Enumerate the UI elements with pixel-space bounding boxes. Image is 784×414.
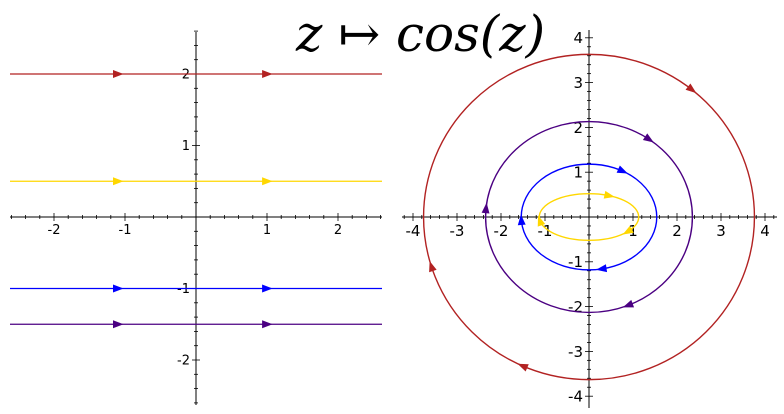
right-series-3-arrow	[603, 190, 615, 199]
right-series-1-curve	[484, 120, 694, 314]
right-y-tick-label: 4	[573, 29, 583, 47]
right-x-tick-label: 3	[716, 222, 726, 240]
right-series-3-arrow	[537, 215, 546, 227]
left-series-2-arrow	[113, 284, 124, 293]
left-x-tick-label: -2	[48, 223, 61, 238]
right-series-3-arrow	[622, 225, 634, 235]
left-series-3-arrow	[113, 320, 124, 329]
right-x-tick-label: 2	[672, 222, 682, 240]
left-series-3-arrow	[262, 320, 273, 329]
right-x-tick-label: 1	[628, 222, 638, 240]
right-y-tick-label: -2	[568, 298, 583, 316]
right-series-2-arrow	[517, 214, 526, 226]
left-series-1-arrow	[113, 177, 124, 186]
right-x-tick-label: -1	[538, 222, 553, 240]
left-x-tick-label: -1	[119, 223, 132, 238]
left-x-tick-label: 2	[334, 223, 342, 238]
right-x-tick-label: 4	[760, 222, 770, 240]
left-y-tick-label: -1	[177, 282, 190, 297]
right-series-2-arrow	[596, 264, 608, 273]
left-series-1-arrow	[262, 177, 273, 186]
right-y-tick-label: 2	[573, 119, 583, 137]
right-x-tick-label: -3	[450, 222, 465, 240]
left-series-0-arrow	[262, 70, 273, 78]
right-x-tick-label: -4	[406, 222, 421, 240]
right-series-0-arrow	[517, 363, 529, 372]
right-y-tick-label: 1	[573, 164, 583, 182]
right-series-2-arrow	[616, 165, 628, 174]
chart-title: z ↦ cos(z)	[296, 5, 546, 63]
right-series-1-arrow	[481, 202, 490, 214]
left-series-2-arrow	[262, 284, 273, 293]
right-series-0-arrow	[429, 260, 437, 273]
right-series-1-arrow	[622, 299, 635, 308]
right-y-tick-label: 3	[573, 74, 583, 92]
right-y-tick-label: -3	[568, 343, 583, 361]
right-series-1-arrow	[642, 133, 654, 143]
right-y-tick-label: -4	[568, 388, 583, 406]
right-plot: -4 -3 -2 -1 1 2 3 4 -4 -3 -2 -1 1 2 3 4	[402, 29, 777, 408]
left-y-tick-label: 2	[182, 68, 190, 83]
left-series-0-arrow	[113, 70, 124, 78]
right-series-0-arrow	[685, 83, 697, 94]
left-plot: -2 -1 1 2 -2 -1 1 2	[10, 30, 382, 405]
left-x-tick-label: 1	[263, 223, 271, 238]
left-y-tick-label: -2	[177, 354, 190, 369]
right-y-tick-label: -1	[568, 253, 583, 271]
right-series-0-curve	[422, 53, 756, 381]
left-y-tick-label: 1	[182, 139, 190, 154]
right-x-tick-label: -2	[494, 222, 509, 240]
